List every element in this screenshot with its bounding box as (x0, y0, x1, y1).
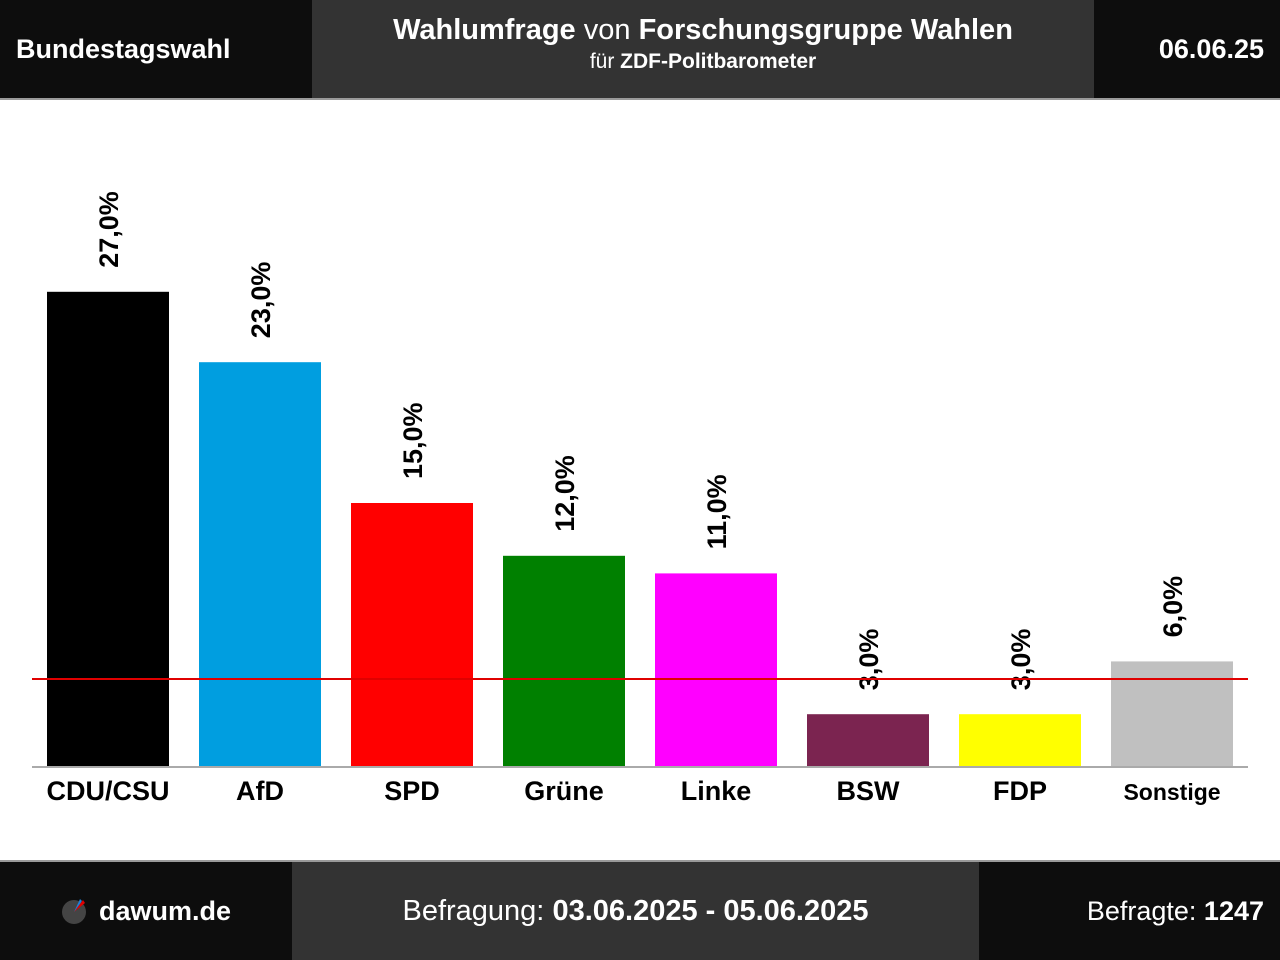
client-name: ZDF-Politbarometer (620, 50, 817, 73)
bar-value-label: 23,0% (246, 262, 276, 339)
respondents-label: Befragte: (1086, 895, 1197, 926)
bar (655, 573, 777, 767)
header: Bundestagswahl Wahlumfrage von Forschung… (0, 0, 1280, 100)
bar-value-label: 15,0% (398, 402, 428, 479)
bar-value-label: 3,0% (1006, 629, 1036, 691)
bar-value-label: 3,0% (854, 629, 884, 691)
bar-value-label: 11,0% (702, 474, 732, 549)
category-label: FDP (993, 776, 1047, 806)
bar-value-label: 12,0% (550, 455, 580, 532)
bar (807, 714, 929, 767)
category-label: AfD (236, 776, 284, 806)
survey-period-value: 03.06.2025 - 05.06.2025 (552, 894, 869, 927)
election-type: Bundestagswahl (16, 33, 231, 64)
bar (47, 291, 169, 767)
subtitle-word-for: für (589, 50, 615, 73)
respondents: Befragte: 1247 (979, 862, 1280, 960)
publication-date: 06.06.25 (1158, 33, 1264, 64)
bar (959, 714, 1081, 767)
respondents-value: 1247 (1203, 895, 1264, 926)
dawum-logo-icon (61, 899, 86, 924)
bar-value-label: 6,0% (1158, 576, 1188, 638)
header-title-block: Wahlumfrage von Forschungsgruppe Wahlen … (312, 0, 1094, 98)
survey-period: Befragung: 03.06.2025 - 05.06.2025 (292, 862, 979, 960)
footer: dawum.de Befragung: 03.06.2025 - 05.06.2… (0, 860, 1280, 960)
bar (1111, 661, 1233, 767)
title-word-poll: Wahlumfrage (393, 14, 576, 46)
bar (503, 555, 625, 767)
institute-name: Forschungsgruppe Wahlen (638, 14, 1013, 46)
category-label: Linke (681, 776, 752, 806)
category-label: Sonstige (1123, 779, 1220, 805)
category-label: Grüne (524, 776, 604, 806)
bar-value-label: 27,0% (94, 191, 124, 268)
category-label: BSW (837, 776, 901, 806)
bar (351, 503, 473, 767)
header-title: Wahlumfrage von Forschungsgruppe Wahlen (312, 14, 1094, 47)
survey-period-label: Befragung: (402, 894, 545, 927)
site-name: dawum.de (98, 895, 232, 926)
bar-chart: 27,0% CDU/CSU 23,0% AfD 15,0% SPD 12,0% Grüne 11… (32, 191, 1248, 806)
header-subtitle: für ZDF-Politbarometer (312, 50, 1094, 74)
footer-site: dawum.de (0, 862, 292, 960)
title-word-from: von (583, 14, 631, 46)
category-label: SPD (384, 776, 440, 806)
bar (199, 362, 321, 767)
category-label: CDU/CSU (46, 776, 169, 806)
